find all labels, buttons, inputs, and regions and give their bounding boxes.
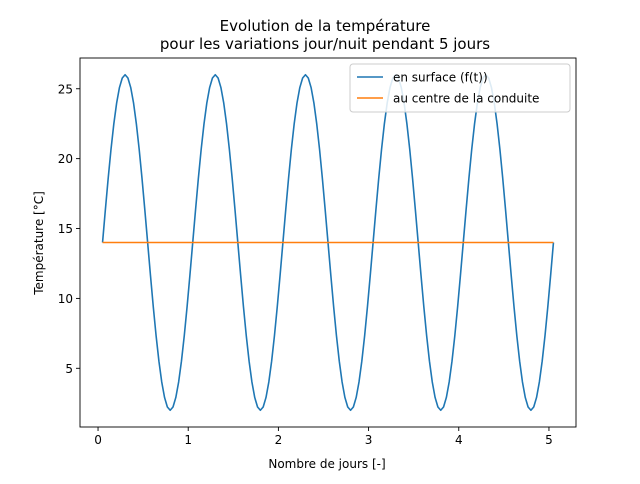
y-tick-label: 20 [58, 152, 73, 166]
y-tick-label: 15 [58, 222, 73, 236]
x-tick-label: 1 [184, 433, 192, 447]
x-tick-label: 3 [365, 433, 373, 447]
y-axis-label: Température [°C] [32, 191, 46, 296]
axes: 0 1 2 3 4 5 5 10 15 20 25 [58, 57, 577, 447]
y-tick-label: 25 [58, 82, 73, 96]
x-tick-label: 2 [275, 433, 283, 447]
legend-box [349, 63, 571, 113]
x-tick-label: 0 [94, 433, 102, 447]
x-tick-label: 5 [545, 433, 553, 447]
y-tick-label: 5 [65, 362, 73, 376]
x-tick-label: 4 [455, 433, 463, 447]
chart-title-line-2: pour les variations jour/nuit pendant 5 … [160, 35, 490, 53]
axes-frame [79, 57, 577, 428]
legend-label-2: au centre de la conduite [393, 92, 539, 106]
y-tick-label: 10 [58, 292, 73, 306]
x-axis-label: Nombre de jours [-] [268, 457, 385, 471]
legend: en surface (f(t)) au centre de la conduit… [349, 63, 571, 113]
chart-title-line-1: Evolution de la température [220, 17, 431, 35]
legend-label-1: en surface (f(t)) [393, 71, 488, 85]
